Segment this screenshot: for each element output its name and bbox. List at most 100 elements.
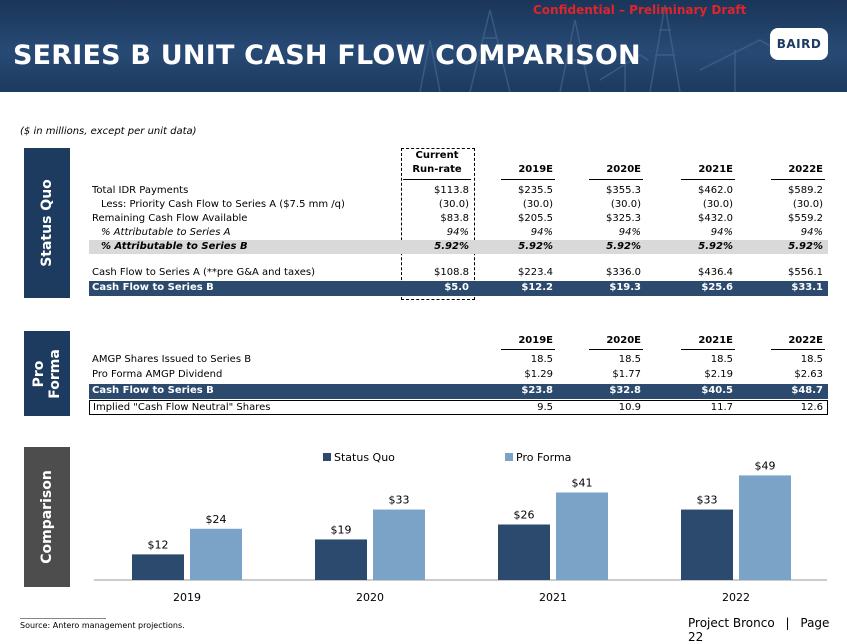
header-rule xyxy=(403,179,471,180)
bar-value-label: $19 xyxy=(331,523,352,536)
table-row: Implied "Cash Flow Neutral" Shares 9.5 1… xyxy=(89,400,828,415)
value-2022: $589.2 xyxy=(788,185,823,196)
current-value: $83.8 xyxy=(440,213,469,224)
row-label: Less: Priority Cash Flow to Series A ($7… xyxy=(101,199,345,210)
value-2020: 18.5 xyxy=(618,354,641,365)
chart-bar xyxy=(739,475,791,580)
value-2020: 10.9 xyxy=(618,402,641,413)
value-2021: $2.19 xyxy=(704,369,733,380)
row-label: Cash Flow to Series B xyxy=(92,282,214,293)
year-header: 2021E xyxy=(698,164,733,175)
section-label-text: Comparison xyxy=(39,470,55,564)
chart-bar xyxy=(373,509,425,580)
value-2020: 5.92% xyxy=(606,241,641,252)
row-label: % Attributable to Series B xyxy=(101,241,248,252)
section-label-status-quo: Status Quo xyxy=(24,148,70,298)
value-2022: $556.1 xyxy=(788,267,823,278)
row-label: Pro Forma AMGP Dividend xyxy=(92,369,223,380)
value-2022: $2.63 xyxy=(794,369,823,380)
header-rule xyxy=(771,349,825,350)
value-2021: $432.0 xyxy=(698,213,733,224)
legend-swatch xyxy=(323,453,331,461)
x-tick-label: 2021 xyxy=(539,591,567,604)
year-header: 2019E xyxy=(518,164,553,175)
baird-logo: BAIRD xyxy=(770,28,828,60)
confidential-watermark: Confidential – Preliminary Draft xyxy=(533,3,747,17)
current-value: (30.0) xyxy=(438,199,469,210)
value-2020: $325.3 xyxy=(606,213,641,224)
value-2021: $436.4 xyxy=(698,267,733,278)
table-row: Total IDR Payments $113.8 $235.5 $355.3 … xyxy=(89,184,828,198)
table-row: Remaining Cash Flow Available $83.8 $205… xyxy=(89,212,828,226)
footer-page-info: Project Bronco | Page 22 xyxy=(688,616,847,644)
value-2020: (30.0) xyxy=(610,199,641,210)
units-note: ($ in millions, except per unit data) xyxy=(20,126,197,137)
table-row: Cash Flow to Series A (**pre G&A and tax… xyxy=(89,266,828,280)
pro-forma-table: 2019E 2020E 2021E 2022E AMGP Shares Issu… xyxy=(89,333,828,417)
table-row-total: Cash Flow to Series B $23.8 $32.8 $40.5 … xyxy=(89,384,828,399)
current-value: 5.92% xyxy=(434,241,469,252)
current-value: $113.8 xyxy=(434,185,469,196)
table-row: Pro Forma AMGP Dividend $1.29 $1.77 $2.1… xyxy=(89,368,828,382)
source-note: Source: Antero management projections. xyxy=(20,621,185,630)
value-2020: $1.77 xyxy=(612,369,641,380)
table-row-highlight: % Attributable to Series B 5.92% 5.92% 5… xyxy=(89,240,828,254)
cash-flow-comparison-chart: Status Quo Pro Forma $12 $24 2019 $19 $33 2020 $… xyxy=(94,451,827,604)
legend-label: Pro Forma xyxy=(516,451,571,464)
value-2021: 18.5 xyxy=(710,354,733,365)
row-label: Remaining Cash Flow Available xyxy=(92,213,248,224)
current-run-rate-box xyxy=(401,148,475,300)
section-label-pro-forma: Pro Forma xyxy=(24,331,70,416)
value-2019: $235.5 xyxy=(518,185,553,196)
value-2019: $205.5 xyxy=(518,213,553,224)
x-tick-label: 2022 xyxy=(722,591,750,604)
section-label-text: Status Quo xyxy=(39,179,55,267)
x-tick-label: 2019 xyxy=(173,591,201,604)
value-2019: 9.5 xyxy=(537,402,553,413)
year-header: 2019E xyxy=(518,335,553,346)
value-2022: $48.7 xyxy=(791,385,823,396)
section-label-comparison: Comparison xyxy=(24,447,70,587)
table-row: Less: Priority Cash Flow to Series A ($7… xyxy=(89,198,828,212)
row-label: Implied "Cash Flow Neutral" Shares xyxy=(93,402,271,413)
value-2019: 18.5 xyxy=(530,354,553,365)
legend-label: Status Quo xyxy=(334,451,395,464)
value-2019: $223.4 xyxy=(518,267,553,278)
footer-separator: | xyxy=(785,616,790,630)
table-row: AMGP Shares Issued to Series B 18.5 18.5… xyxy=(89,353,828,367)
row-label: % Attributable to Series A xyxy=(101,227,231,238)
bar-value-label: $26 xyxy=(514,509,535,522)
chart-bar xyxy=(681,509,733,580)
section-label-line: Forma xyxy=(47,348,63,399)
current-value: $108.8 xyxy=(434,267,469,278)
header-rule xyxy=(501,179,555,180)
year-header: 2020E xyxy=(606,335,641,346)
value-2020: 94% xyxy=(618,227,641,238)
value-2022: (30.0) xyxy=(792,199,823,210)
row-label: AMGP Shares Issued to Series B xyxy=(92,354,252,365)
legend-swatch xyxy=(505,453,513,461)
year-header: 2020E xyxy=(606,164,641,175)
year-header: 2022E xyxy=(788,164,823,175)
bar-value-label: $49 xyxy=(755,459,776,472)
value-2020: $32.8 xyxy=(609,385,641,396)
current-value: $5.0 xyxy=(444,282,469,293)
header-rule xyxy=(771,179,825,180)
bar-value-label: $41 xyxy=(572,476,593,489)
value-2019: 5.92% xyxy=(518,241,553,252)
bar-value-label: $33 xyxy=(389,494,410,507)
value-2019: $12.2 xyxy=(521,282,553,293)
status-quo-table: Current Run-rate 2019E 2020E 2021E 2022E… xyxy=(89,148,828,298)
project-name: Project Bronco xyxy=(688,616,775,630)
value-2019: 94% xyxy=(530,227,553,238)
x-tick-label: 2020 xyxy=(356,591,384,604)
value-2022: 5.92% xyxy=(788,241,823,252)
value-2020: $336.0 xyxy=(606,267,641,278)
row-label: Cash Flow to Series A (**pre G&A and tax… xyxy=(92,267,315,278)
header-rule xyxy=(681,179,735,180)
header-rule xyxy=(681,349,735,350)
footer-rule xyxy=(20,618,106,619)
header-rule xyxy=(501,349,555,350)
value-2021: 94% xyxy=(710,227,733,238)
chart-bar xyxy=(190,528,242,580)
